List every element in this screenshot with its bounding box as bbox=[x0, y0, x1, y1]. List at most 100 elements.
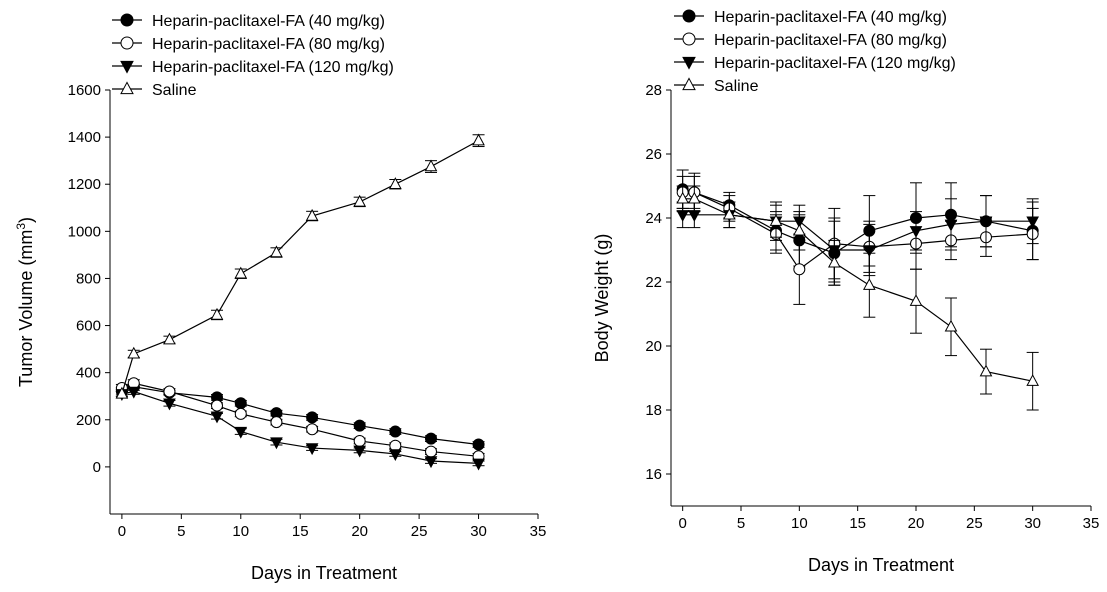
series-4 bbox=[676, 185, 1040, 411]
data-point bbox=[424, 456, 438, 469]
data-point bbox=[270, 245, 283, 258]
data-point bbox=[115, 386, 129, 399]
data-point bbox=[676, 191, 690, 204]
x-tick-label: 10 bbox=[791, 515, 808, 532]
data-point bbox=[862, 245, 876, 258]
y-tick-label: 600 bbox=[76, 318, 101, 335]
x-tick-label: 15 bbox=[849, 515, 866, 532]
data-point bbox=[687, 191, 701, 204]
legend-marker bbox=[682, 32, 696, 46]
data-point bbox=[687, 210, 701, 222]
legend-marker bbox=[682, 77, 696, 91]
data-point bbox=[127, 346, 141, 359]
x-tick-label: 35 bbox=[1083, 515, 1100, 532]
x-tick-label: 5 bbox=[737, 515, 745, 532]
y-tick-label: 1600 bbox=[68, 82, 101, 99]
data-point bbox=[388, 449, 402, 462]
body-weight-chart: 0 5 10 15 20 25 30 35 16 18 20 22 24 26 28 Days in Trea… bbox=[592, 9, 1099, 575]
data-point bbox=[389, 425, 402, 438]
y-tick-label: 20 bbox=[645, 338, 662, 355]
legend-marker bbox=[120, 60, 134, 74]
data-point bbox=[353, 194, 367, 207]
data-point bbox=[472, 458, 485, 471]
y-tick-label: 1400 bbox=[68, 129, 101, 146]
legend-label: Heparin-paclitaxel-FA (120 mg/kg) bbox=[152, 59, 394, 76]
legend-marker bbox=[120, 36, 134, 50]
series-line bbox=[121, 140, 479, 395]
data-point bbox=[1026, 216, 1040, 229]
legend-label: Heparin-paclitaxel-FA (120 mg/kg) bbox=[714, 55, 956, 72]
data-point bbox=[305, 208, 319, 221]
x-tick-label: 5 bbox=[177, 523, 185, 540]
data-point bbox=[306, 411, 319, 424]
data-point bbox=[163, 332, 176, 345]
y-tick-label: 22 bbox=[645, 274, 662, 291]
y-tick-label: 18 bbox=[645, 402, 662, 419]
series-2 bbox=[115, 377, 485, 463]
data-point bbox=[306, 423, 319, 436]
data-point bbox=[979, 364, 993, 377]
y-axis-label: Tumor Volume (mm3) bbox=[14, 217, 36, 387]
data-point bbox=[979, 216, 993, 229]
data-point bbox=[353, 445, 367, 458]
data-point bbox=[234, 426, 248, 439]
data-point bbox=[792, 223, 806, 236]
data-point bbox=[211, 399, 223, 412]
tumor-volume-chart: 0 5 10 15 20 25 30 35 0 200 400 600 800 1000 1200 1400 1… bbox=[14, 13, 546, 583]
x-tick-label: 25 bbox=[966, 515, 983, 532]
x-tick-label: 0 bbox=[118, 523, 126, 540]
data-point bbox=[722, 207, 736, 220]
x-axis-label: Days in Treatment bbox=[251, 563, 397, 583]
y-tick-label: 1200 bbox=[68, 176, 101, 193]
y-tick-label: 1000 bbox=[68, 223, 101, 240]
series-2 bbox=[676, 175, 1039, 305]
y-tick-label: 24 bbox=[645, 210, 662, 227]
data-point bbox=[210, 411, 224, 424]
data-point bbox=[305, 443, 319, 456]
y-tick-label: 16 bbox=[645, 466, 662, 483]
legend-marker bbox=[682, 56, 696, 70]
x-tick-label: 10 bbox=[232, 523, 249, 540]
data-point bbox=[210, 307, 224, 320]
x-tick-label: 0 bbox=[678, 515, 686, 532]
x-tick-label: 15 bbox=[292, 523, 309, 540]
data-point bbox=[234, 266, 248, 279]
data-point bbox=[769, 214, 783, 226]
legend-marker bbox=[682, 9, 696, 23]
data-point bbox=[862, 278, 876, 290]
data-point bbox=[163, 385, 176, 398]
y-tick-label: 800 bbox=[76, 270, 101, 287]
x-tick-label: 20 bbox=[908, 515, 925, 532]
legend-label: Heparin-paclitaxel-FA (80 mg/kg) bbox=[714, 32, 947, 49]
legend-label: Saline bbox=[152, 82, 197, 99]
data-point bbox=[793, 263, 806, 276]
y-tick-label: 400 bbox=[76, 365, 101, 382]
legend-label: Saline bbox=[714, 78, 759, 95]
data-point bbox=[472, 438, 485, 451]
data-point bbox=[1026, 374, 1040, 386]
data-point bbox=[944, 319, 958, 332]
data-point bbox=[425, 445, 437, 458]
y-tick-label: 26 bbox=[645, 146, 662, 163]
series-line bbox=[682, 198, 1033, 382]
legend: Heparin-paclitaxel-FA (40 mg/kg) Heparin-… bbox=[112, 13, 394, 99]
x-tick-label: 30 bbox=[470, 523, 487, 540]
data-point bbox=[909, 226, 923, 238]
y-tick-label: 0 bbox=[93, 459, 101, 476]
y-tick-label: 28 bbox=[645, 82, 662, 99]
legend-label: Heparin-paclitaxel-FA (40 mg/kg) bbox=[152, 13, 385, 30]
y-tick-label: 200 bbox=[76, 412, 101, 429]
x-tick-label: 20 bbox=[351, 523, 368, 540]
x-tick-label: 35 bbox=[530, 523, 547, 540]
data-point bbox=[234, 397, 247, 410]
data-point bbox=[163, 398, 176, 411]
data-point bbox=[472, 133, 485, 146]
x-tick-label: 30 bbox=[1024, 515, 1041, 532]
data-point bbox=[234, 407, 247, 420]
data-point bbox=[944, 219, 958, 232]
data-point bbox=[827, 255, 841, 268]
data-point bbox=[909, 294, 923, 306]
legend-marker bbox=[120, 13, 134, 27]
x-tick-label: 25 bbox=[411, 523, 428, 540]
data-point bbox=[425, 432, 437, 445]
